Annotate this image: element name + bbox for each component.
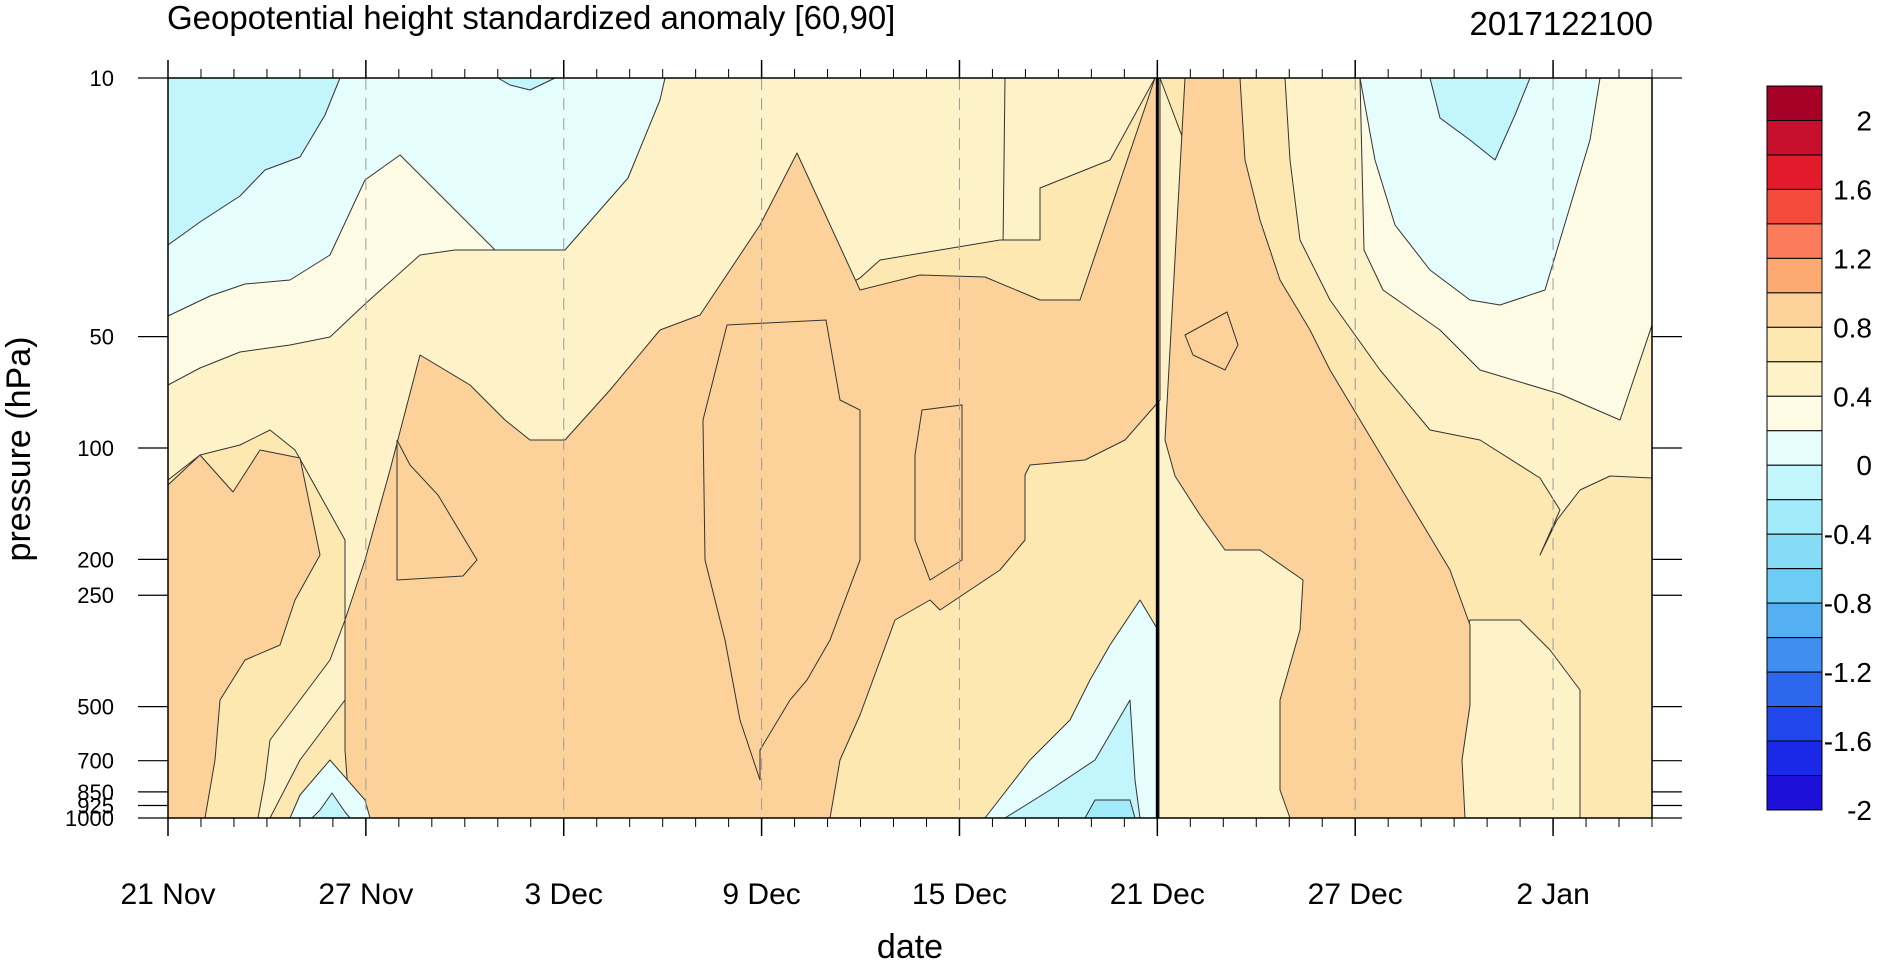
contour-fills-negative [167, 77, 1601, 819]
contour-region-0.4-right [1159, 77, 1653, 819]
colorbar-swatch [1766, 85, 1823, 121]
colorbar-swatch [1766, 223, 1823, 259]
x-tick-label: 21 Nov [120, 878, 215, 911]
y-tick-label: 700 [77, 749, 114, 774]
x-axis-ticks [167, 60, 1653, 836]
colorbar-label: -1.2 [1824, 657, 1872, 688]
colorbar-label: 0.8 [1833, 312, 1872, 343]
contour-island-2 [702, 319, 861, 781]
contour-island-4 [1184, 311, 1239, 371]
x-tick-label: 27 Nov [318, 878, 413, 911]
y-axis-ticks [138, 77, 1682, 819]
colorbar-label: 0 [1856, 450, 1872, 481]
colorbar-swatch [1766, 533, 1823, 570]
x-tick-label: 3 Dec [525, 878, 603, 911]
contour-region-0.6 [167, 449, 321, 819]
colorbar-swatch [1766, 464, 1823, 501]
colorbar-label: 0.4 [1833, 381, 1872, 412]
y-tick-label: 50 [90, 325, 114, 350]
colorbar-label: -2 [1847, 795, 1872, 826]
colorbar-swatch [1766, 326, 1823, 363]
contour-island-1 [396, 439, 478, 581]
contour-region-0.6-center [344, 77, 1161, 819]
y-tick-label: 850 [77, 780, 114, 805]
x-axis-label: date [877, 928, 943, 963]
colorbar-swatch [1766, 602, 1823, 639]
colorbar-swatch [1766, 671, 1823, 708]
contour-fills [167, 77, 1653, 819]
colorbar-swatch [1766, 430, 1823, 466]
colorbar-label: -0.4 [1824, 519, 1872, 550]
contour-region-neg0.2-top-right [1359, 77, 1601, 306]
date-grid [365, 78, 1554, 818]
colorbar-swatch [1766, 257, 1823, 294]
colorbar-label: 2 [1856, 105, 1872, 136]
colorbar-swatch [1766, 292, 1823, 328]
colorbar-swatch [1766, 499, 1823, 535]
contour-islands [396, 311, 1239, 781]
contour-region-neg0.4-top-left [167, 77, 341, 246]
colorbar-swatch [1766, 568, 1823, 604]
contour-island-3 [914, 404, 963, 581]
y-tick-label: 10 [90, 66, 114, 91]
contour-plot [138, 60, 1682, 836]
colorbar-swatch [1766, 119, 1823, 156]
colorbar-swatch [1766, 706, 1823, 742]
colorbar-label: -1.6 [1824, 726, 1872, 757]
y-tick-label: 500 [77, 695, 114, 720]
colorbar: 2 1.6 1.2 0.8 0.4 0 -0.4 -0.8 -1.2 -1.6 -2 [1766, 85, 1872, 826]
x-tick-label: 21 Dec [1110, 878, 1205, 911]
colorbar-swatch [1766, 637, 1823, 673]
colorbar-label: 1.6 [1833, 174, 1872, 205]
colorbar-swatch [1766, 361, 1823, 397]
y-axis-label: pressure (hPa) [0, 337, 38, 562]
colorbar-swatch [1766, 395, 1823, 432]
x-tick-label: 9 Dec [722, 878, 800, 911]
date-stamp: 2017122100 [1469, 5, 1653, 42]
x-tick-label: 15 Dec [912, 878, 1007, 911]
colorbar-swatch [1766, 740, 1823, 777]
y-tick-label: 925 [77, 793, 114, 818]
x-tick-label: 2 Jan [1516, 878, 1589, 911]
x-axis-tick-labels: 21 Nov 27 Nov 3 Dec 9 Dec 15 Dec 21 Dec 27 Dec… [120, 878, 1589, 911]
y-tick-label: 200 [77, 547, 114, 572]
chart-title: Geopotential height standardized anomaly… [167, 0, 895, 36]
y-tick-label: 1000 [65, 806, 114, 831]
colorbar-label: 1.2 [1833, 243, 1872, 274]
x-tick-label: 27 Dec [1308, 878, 1403, 911]
y-tick-label: 100 [77, 436, 114, 461]
colorbar-swatch [1766, 775, 1823, 811]
colorbar-swatch [1766, 188, 1823, 225]
y-tick-label: 250 [77, 583, 114, 608]
colorbar-label: -0.8 [1824, 588, 1872, 619]
colorbar-swatch [1766, 154, 1823, 190]
contour-region-0.6-right [1164, 77, 1471, 819]
